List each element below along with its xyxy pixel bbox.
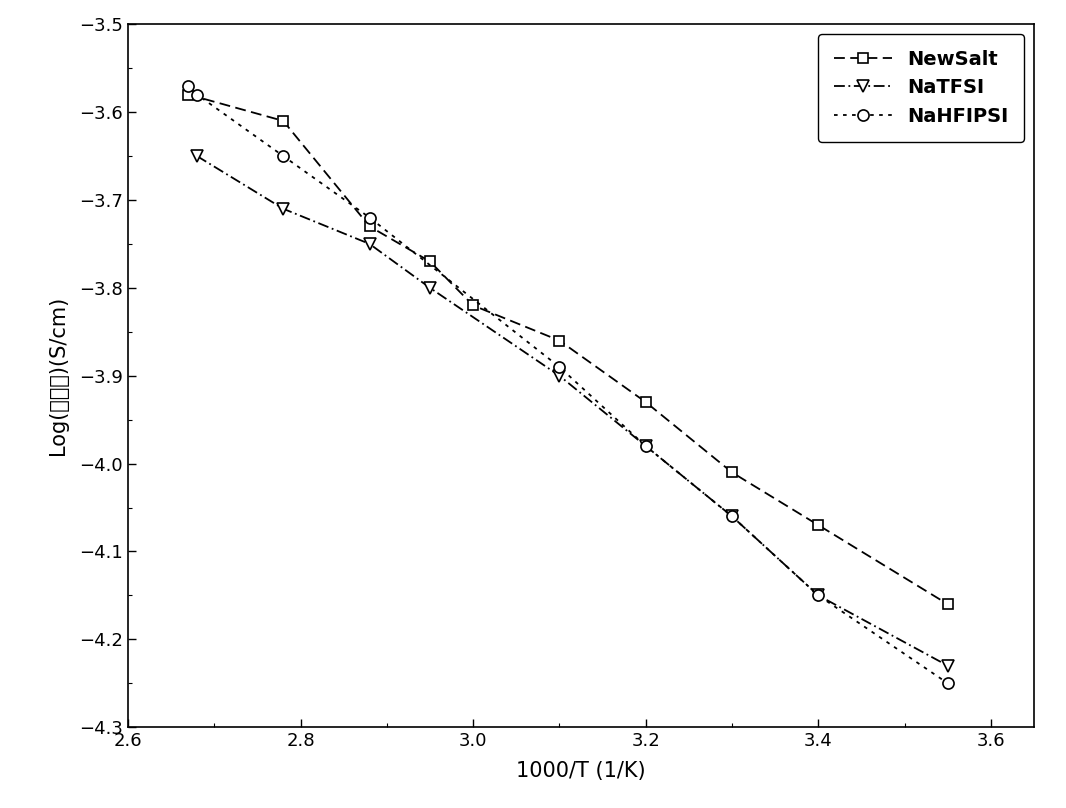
Y-axis label: Log(电导率)(S/cm): Log(电导率)(S/cm) bbox=[48, 296, 68, 456]
NaTFSI bbox=[640, 441, 652, 451]
Line: NaHFIPSI: NaHFIPSI bbox=[182, 80, 953, 689]
NaHFIPSI bbox=[277, 151, 290, 161]
NewSalt bbox=[812, 520, 825, 530]
NaHFIPSI bbox=[182, 81, 195, 90]
NaTFSI bbox=[553, 371, 566, 381]
X-axis label: 1000/T (1/K): 1000/T (1/K) bbox=[516, 761, 646, 781]
NewSalt bbox=[467, 301, 480, 310]
NewSalt bbox=[277, 116, 290, 126]
NaHFIPSI bbox=[812, 591, 825, 600]
NaTFSI bbox=[726, 511, 739, 521]
Line: NewSalt: NewSalt bbox=[183, 90, 953, 609]
NewSalt bbox=[941, 600, 954, 609]
NaTFSI bbox=[364, 239, 376, 249]
NewSalt bbox=[182, 90, 195, 99]
NewSalt bbox=[364, 221, 376, 231]
NaHFIPSI bbox=[191, 90, 204, 99]
NaHFIPSI bbox=[640, 441, 652, 451]
NaHFIPSI bbox=[553, 362, 566, 372]
NaHFIPSI bbox=[364, 213, 376, 222]
NaTFSI bbox=[277, 204, 290, 213]
NaTFSI bbox=[191, 151, 204, 161]
NaTFSI bbox=[941, 661, 954, 671]
NaHFIPSI bbox=[726, 511, 739, 521]
Line: NaTFSI: NaTFSI bbox=[192, 150, 953, 671]
NewSalt bbox=[423, 257, 436, 267]
NewSalt bbox=[726, 468, 739, 478]
Legend: NewSalt, NaTFSI, NaHFIPSI: NewSalt, NaTFSI, NaHFIPSI bbox=[818, 34, 1024, 141]
NewSalt bbox=[640, 398, 652, 407]
NewSalt bbox=[553, 335, 566, 345]
NaTFSI bbox=[812, 591, 825, 600]
NaHFIPSI bbox=[941, 679, 954, 688]
NaTFSI bbox=[423, 283, 436, 292]
